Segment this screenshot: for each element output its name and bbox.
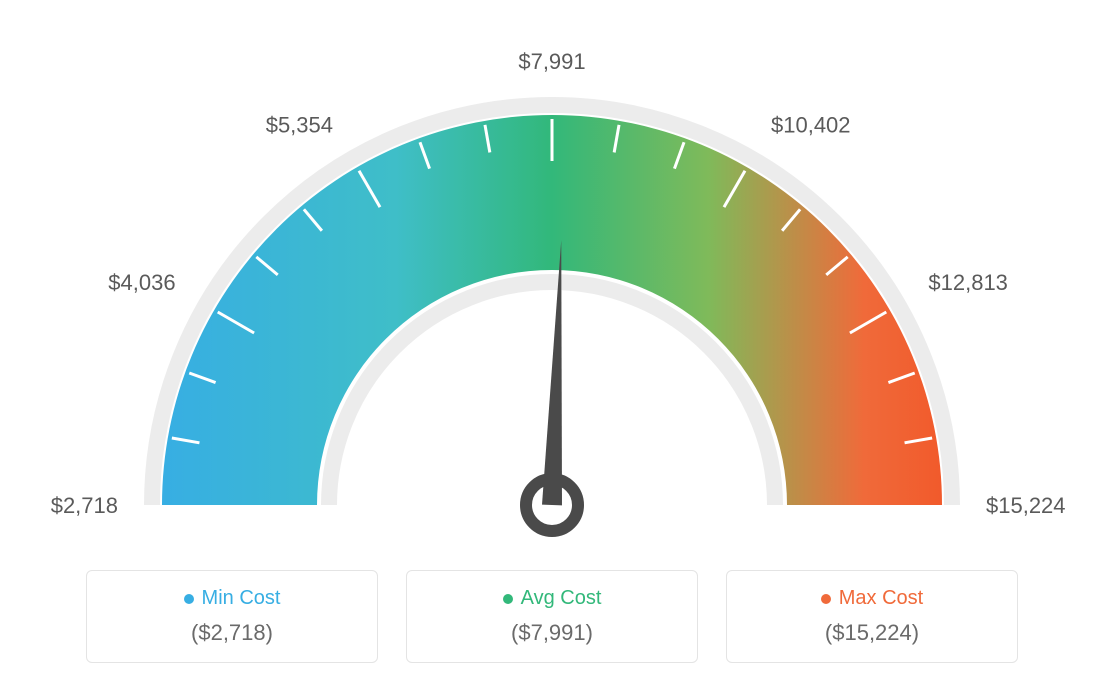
legend-avg: Avg Cost ($7,991) — [406, 570, 698, 663]
legend-min-title: Min Cost — [109, 587, 355, 610]
legend-max-dot — [821, 594, 831, 604]
svg-text:$15,224: $15,224 — [986, 493, 1066, 518]
legend-avg-title: Avg Cost — [429, 587, 675, 610]
gauge-chart: $2,718 $4,036 $5,354 $7,991 $10,402 $12,813 $1… — [20, 20, 1084, 560]
svg-text:$2,718: $2,718 — [51, 493, 118, 518]
legend-min-value: ($2,718) — [109, 620, 355, 646]
legend-avg-dot — [503, 594, 513, 604]
legend-avg-value: ($7,991) — [429, 620, 675, 646]
svg-text:$10,402: $10,402 — [771, 113, 851, 138]
gauge-svg: $2,718 $4,036 $5,354 $7,991 $10,402 $12,813 $1… — [20, 20, 1084, 560]
legend-max-value: ($15,224) — [749, 620, 995, 646]
legend-min-dot — [184, 594, 194, 604]
legend-avg-label: Avg Cost — [521, 587, 602, 610]
svg-text:$4,036: $4,036 — [108, 270, 175, 295]
legend-max: Max Cost ($15,224) — [726, 570, 1018, 663]
legend-max-title: Max Cost — [749, 587, 995, 610]
legend-max-label: Max Cost — [839, 587, 923, 610]
svg-text:$7,991: $7,991 — [518, 49, 585, 74]
chart-container: $2,718 $4,036 $5,354 $7,991 $10,402 $12,813 $1… — [20, 20, 1084, 663]
legend-min-label: Min Cost — [202, 587, 281, 610]
legend-min: Min Cost ($2,718) — [86, 570, 378, 663]
legend: Min Cost ($2,718) Avg Cost ($7,991) Max … — [20, 570, 1084, 663]
svg-text:$12,813: $12,813 — [928, 270, 1008, 295]
svg-text:$5,354: $5,354 — [266, 113, 333, 138]
